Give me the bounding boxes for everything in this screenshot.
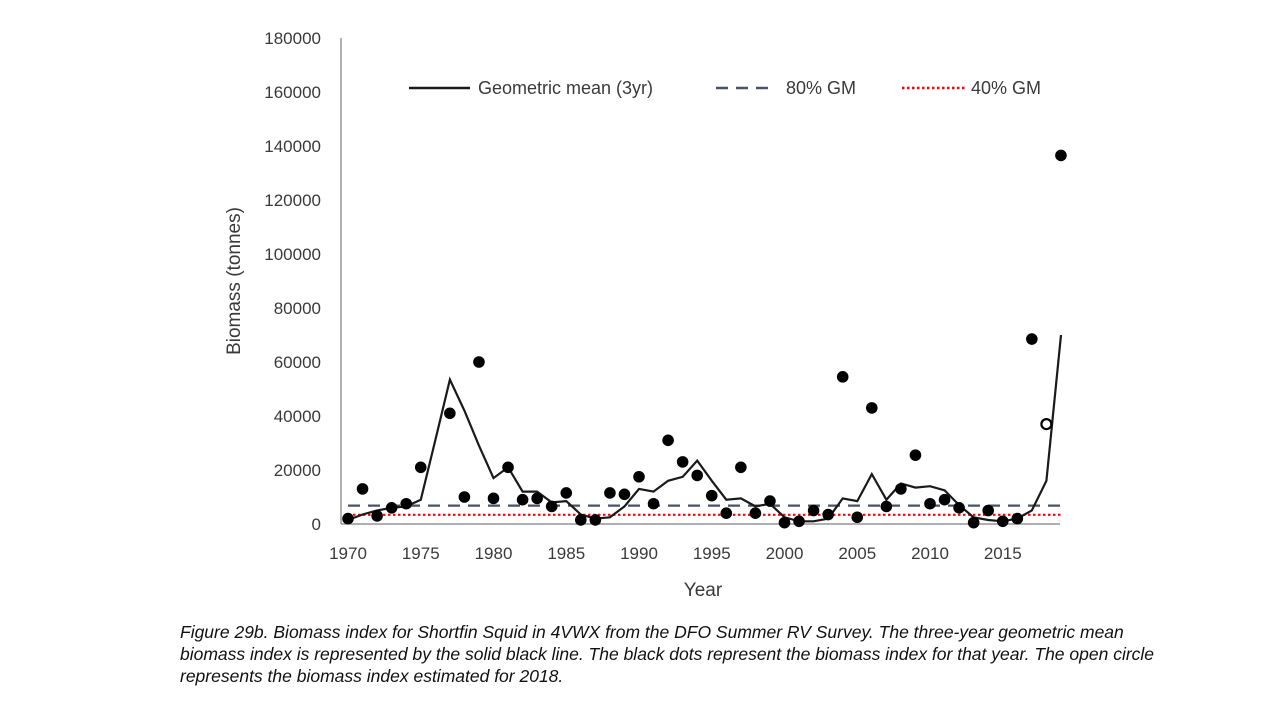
x-tick-label: 2005 [838, 544, 876, 563]
y-tick-label: 40000 [274, 407, 321, 426]
biomass-point [676, 456, 689, 468]
y-axis-ticks: 0 20000 40000 60000 80000 100000 120000 140000 1… [264, 29, 321, 534]
estimated-point [1040, 418, 1053, 431]
biomass-point [691, 469, 703, 482]
biomass-point [735, 461, 747, 474]
biomass-point [487, 492, 500, 505]
biomass-point [938, 493, 951, 506]
biomass-point [575, 514, 587, 526]
legend-label: 80% GM [786, 78, 856, 98]
x-tick-label: 1990 [620, 544, 658, 563]
legend-label: 40% GM [971, 78, 1041, 98]
biomass-point [924, 497, 936, 510]
biomass-point [385, 502, 398, 514]
x-tick-label: 1975 [402, 544, 440, 563]
biomass-chart: 0 20000 40000 60000 80000 100000 120000 140000 1… [224, 29, 1067, 601]
y-tick-label: 180000 [264, 29, 321, 48]
biomass-point [909, 449, 922, 461]
legend: Geometric mean (3yr) 80% GM 40% GM [409, 78, 1041, 98]
biomass-point [880, 500, 893, 513]
biomass-point [866, 402, 878, 414]
figure-caption: Figure 29b. Biomass index for Shortfin S… [180, 622, 1155, 686]
biomass-point [647, 497, 660, 510]
biomass-point [967, 516, 980, 529]
y-tick-label: 60000 [274, 353, 321, 372]
x-axis-ticks: 1970 1975 1980 1985 1990 1995 2000 2005 2010 2015 [329, 544, 1022, 563]
y-tick-label: 140000 [264, 137, 321, 156]
biomass-point [1011, 512, 1024, 525]
biomass-point [400, 497, 413, 510]
x-tick-label: 1980 [475, 544, 513, 563]
biomass-point [982, 504, 994, 517]
biomass-point [342, 512, 354, 525]
biomass-point [356, 483, 369, 495]
x-tick-label: 2000 [766, 544, 804, 563]
geometric-mean-line [347, 334, 1063, 523]
biomass-point [749, 507, 762, 519]
biomass-point [502, 461, 514, 474]
biomass-point [895, 483, 907, 495]
biomass-point [473, 356, 485, 368]
biomass-point [662, 434, 674, 447]
geometric-mean-path [347, 334, 1063, 523]
biomass-point [822, 508, 834, 521]
biomass-point [807, 504, 820, 517]
x-tick-label: 1985 [547, 544, 585, 563]
biomass-point [458, 491, 471, 503]
biomass-point [1026, 333, 1038, 345]
biomass-point [720, 507, 733, 519]
biomass-point [414, 461, 427, 474]
biomass-point [836, 371, 849, 383]
biomass-point [1055, 149, 1067, 162]
biomass-point [705, 489, 718, 502]
biomass-point [604, 487, 616, 499]
y-tick-label: 80000 [274, 299, 321, 318]
biomass-point [793, 515, 805, 528]
biomass-point [778, 516, 791, 529]
biomass-point [560, 487, 573, 499]
biomass-point [589, 514, 602, 526]
x-tick-label: 1970 [329, 544, 367, 563]
y-axis-title: Biomass (tonnes) [224, 207, 245, 355]
y-tick-label: 0 [312, 515, 321, 534]
biomass-point [618, 488, 631, 501]
biomass-point [444, 407, 456, 420]
biomass-point [531, 492, 543, 505]
biomass-point [633, 470, 645, 483]
biomass-points [342, 149, 1067, 529]
biomass-point [371, 510, 383, 522]
biomass-point [996, 515, 1009, 528]
biomass-point [764, 495, 776, 507]
y-tick-label: 120000 [264, 191, 321, 210]
x-axis-title: Year [684, 580, 723, 601]
reference-lines [348, 504, 1061, 516]
x-tick-label: 2010 [911, 544, 949, 563]
x-tick-label: 2015 [984, 544, 1022, 563]
y-tick-label: 20000 [274, 461, 321, 480]
legend-label: Geometric mean (3yr) [478, 78, 653, 98]
y-tick-label: 100000 [264, 245, 321, 264]
biomass-point [545, 500, 558, 513]
biomass-point [851, 511, 864, 524]
biomass-point [516, 493, 529, 506]
y-tick-label: 160000 [264, 83, 321, 102]
x-tick-label: 1995 [693, 544, 731, 563]
biomass-point [953, 502, 965, 514]
